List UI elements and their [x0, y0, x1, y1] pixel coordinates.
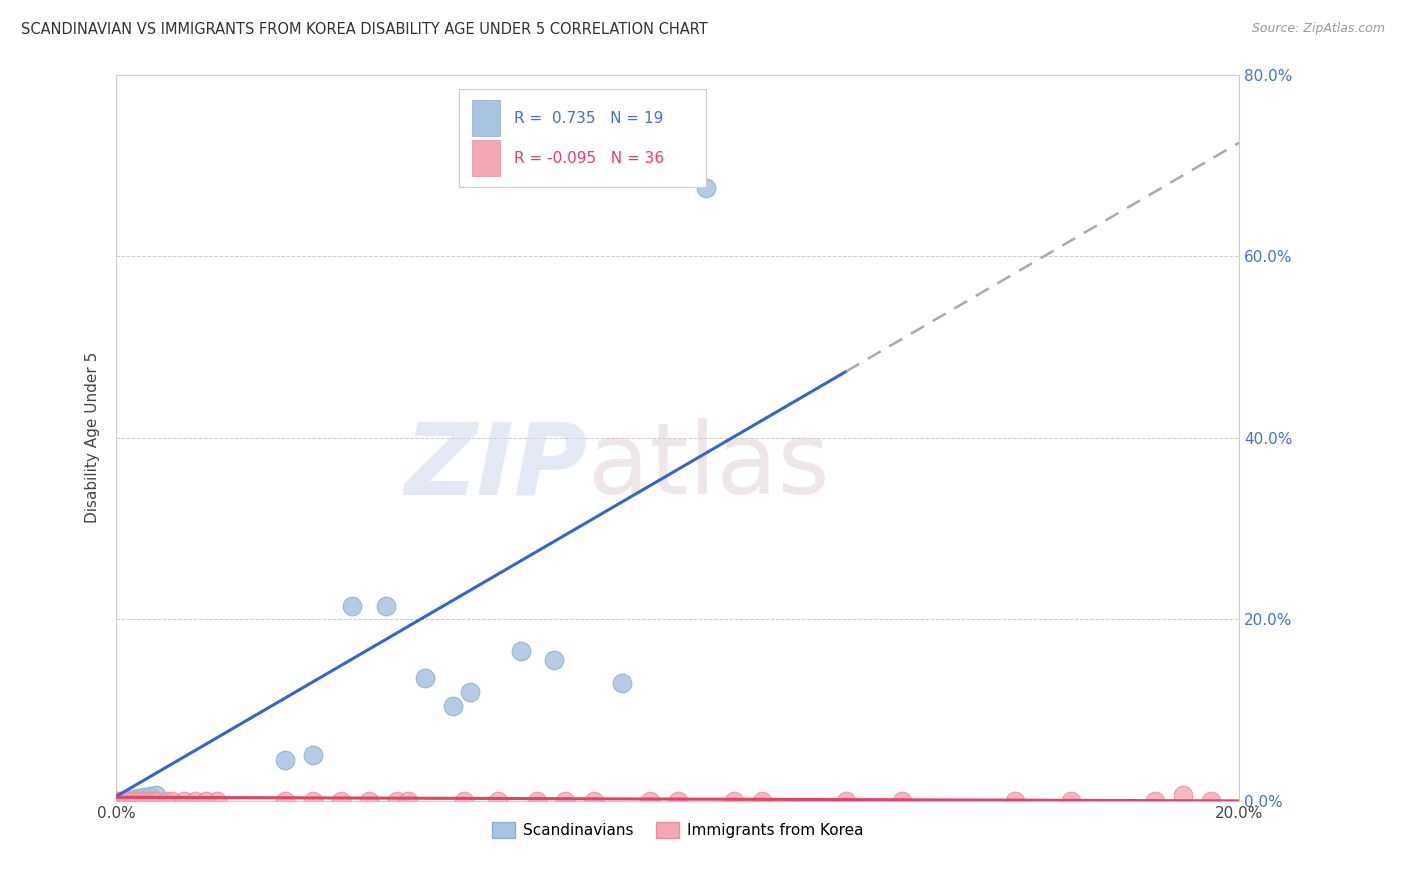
Text: Source: ZipAtlas.com: Source: ZipAtlas.com — [1251, 22, 1385, 36]
Point — [723, 794, 745, 808]
Text: atlas: atlas — [588, 418, 830, 516]
Point — [122, 792, 145, 806]
Point — [582, 794, 605, 808]
Point — [145, 789, 167, 803]
Bar — [472, 140, 501, 177]
Point — [184, 794, 207, 808]
Point — [396, 794, 419, 808]
Point — [374, 599, 396, 613]
Point — [329, 794, 352, 808]
Point — [122, 794, 145, 808]
Point — [695, 181, 717, 195]
Bar — [458, 89, 706, 187]
Point — [751, 794, 773, 808]
Point — [413, 671, 436, 685]
Point — [145, 794, 167, 808]
Point — [1143, 794, 1166, 808]
Point — [453, 794, 475, 808]
Point — [1060, 794, 1083, 808]
Point — [1199, 794, 1222, 808]
Point — [1004, 794, 1026, 808]
Point — [207, 794, 229, 808]
Point — [486, 794, 509, 808]
Point — [301, 748, 323, 763]
Point — [458, 685, 481, 699]
Text: SCANDINAVIAN VS IMMIGRANTS FROM KOREA DISABILITY AGE UNDER 5 CORRELATION CHART: SCANDINAVIAN VS IMMIGRANTS FROM KOREA DI… — [21, 22, 707, 37]
Text: R = -0.095   N = 36: R = -0.095 N = 36 — [513, 151, 664, 166]
Point — [301, 794, 323, 808]
Point — [835, 794, 858, 808]
Point — [340, 599, 363, 613]
Point — [173, 794, 195, 808]
Point — [554, 794, 576, 808]
Point — [139, 789, 162, 804]
Point — [162, 794, 184, 808]
Point — [111, 794, 134, 808]
Point — [526, 794, 548, 808]
Point — [638, 794, 661, 808]
Point — [195, 794, 218, 808]
Point — [105, 794, 128, 808]
Point — [117, 794, 139, 808]
Point — [128, 794, 150, 808]
Point — [128, 791, 150, 805]
Point — [385, 794, 408, 808]
Point — [891, 794, 914, 808]
Point — [134, 794, 156, 808]
Y-axis label: Disability Age Under 5: Disability Age Under 5 — [86, 352, 100, 524]
Point — [156, 794, 179, 808]
Bar — [472, 100, 501, 136]
Point — [139, 794, 162, 808]
Legend: Scandinavians, Immigrants from Korea: Scandinavians, Immigrants from Korea — [486, 816, 869, 844]
Point — [117, 794, 139, 808]
Point — [543, 653, 565, 667]
Point — [509, 644, 531, 658]
Point — [111, 794, 134, 808]
Point — [666, 794, 689, 808]
Point — [134, 790, 156, 805]
Text: ZIP: ZIP — [405, 418, 588, 516]
Point — [610, 676, 633, 690]
Point — [1171, 789, 1194, 803]
Point — [273, 753, 295, 767]
Point — [357, 794, 380, 808]
Point — [273, 794, 295, 808]
Text: R =  0.735   N = 19: R = 0.735 N = 19 — [513, 111, 664, 126]
Point — [105, 794, 128, 808]
Point — [441, 698, 464, 713]
